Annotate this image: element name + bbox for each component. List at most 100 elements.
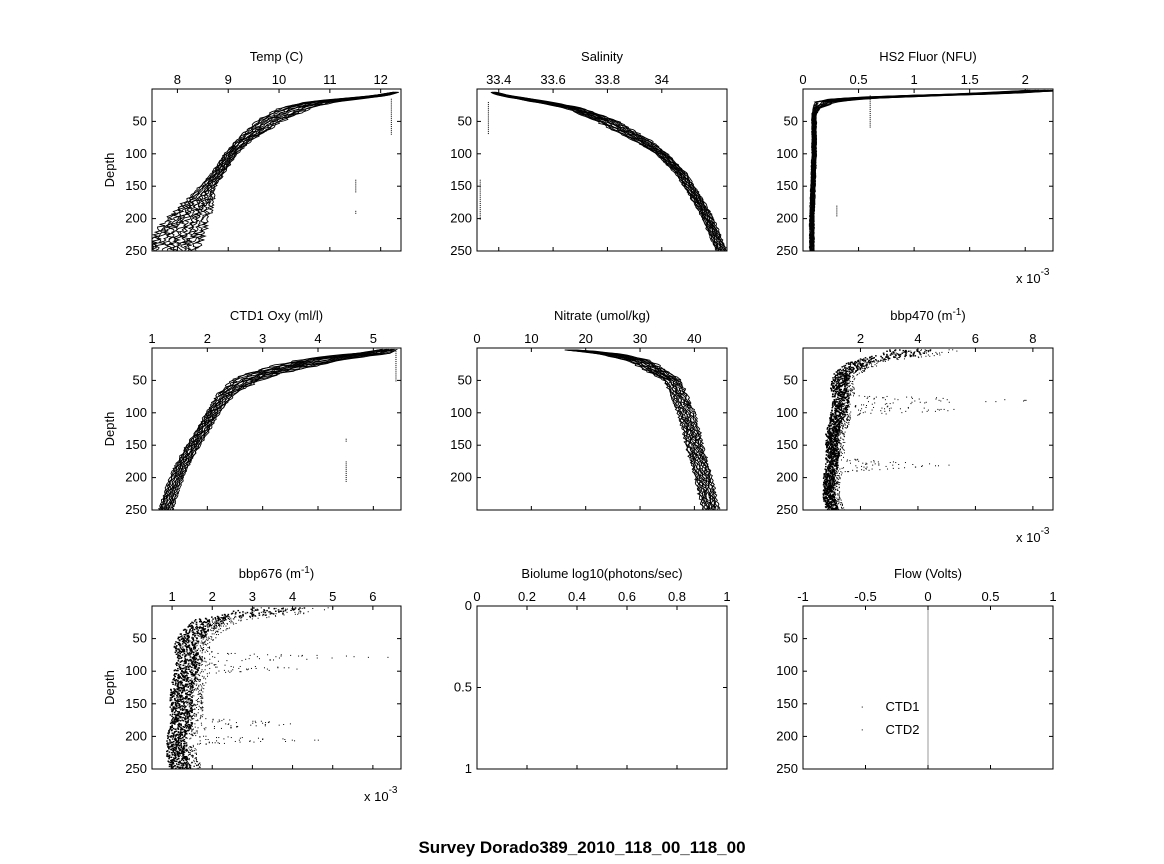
outlier-point-oxy <box>345 476 347 478</box>
backscatter-point-bbp676 <box>193 659 195 661</box>
backscatter-point-bbp676 <box>190 682 193 684</box>
backscatter-point-bbp470 <box>839 468 841 470</box>
backscatter-point-bbp470 <box>836 488 838 490</box>
xtick-label-flow: 0 <box>924 589 931 604</box>
backscatter-point-bbp676 <box>184 678 186 680</box>
backscatter-point-bbp470 <box>840 432 842 434</box>
backscatter-point-bbp676 <box>208 619 210 622</box>
backscatter-point-bbp470 <box>860 360 862 362</box>
backscatter-point-bbp676 <box>205 644 207 646</box>
backscatter-point-bbp470 <box>829 440 832 443</box>
backscatter-point-bbp470 <box>832 456 834 458</box>
backscatter-point-bbp470 <box>851 388 853 390</box>
backscatter-point-bbp470 <box>888 357 891 360</box>
backscatter-point-bbp676 <box>192 695 194 697</box>
backscatter-point-bbp470 <box>827 491 829 493</box>
backscatter-point-bbp676 <box>179 752 182 755</box>
backscatter-point-bbp676 <box>176 766 179 768</box>
backscatter-point-bbp470 <box>832 471 834 473</box>
backscatter-point-bbp676 <box>285 609 287 611</box>
backscatter-point-bbp470 <box>837 456 840 459</box>
backscatter-point-bbp470 <box>859 358 862 360</box>
backscatter-point-bbp470 <box>851 361 853 364</box>
backscatter-point-bbp470 <box>844 413 846 415</box>
outlier-point-oxy <box>345 461 347 463</box>
backscatter-point-bbp470 <box>850 366 852 368</box>
backscatter-point-bbp676 <box>196 730 198 732</box>
backscatter-point-bbp676 <box>191 717 193 719</box>
backscatter-point-bbp676 <box>177 637 179 640</box>
backscatter-point-bbp676 <box>181 681 183 684</box>
backscatter-point-bbp470 <box>849 375 851 377</box>
backscatter-point-bbp676 <box>172 692 175 695</box>
backscatter-point-bbp676 <box>195 621 198 624</box>
backscatter-point-bbp676 <box>211 650 213 652</box>
backscatter-point-bbp470 <box>837 445 839 447</box>
backscatter-point-bbp676 <box>254 720 256 722</box>
backscatter-point-bbp676 <box>191 685 194 687</box>
outlier-point-salinity <box>479 210 481 212</box>
backscatter-point-bbp676 <box>204 625 206 627</box>
backscatter-point-bbp676 <box>242 615 244 617</box>
backscatter-point-bbp676 <box>194 676 197 678</box>
backscatter-point-bbp676 <box>197 658 199 661</box>
backscatter-point-bbp676 <box>181 731 183 733</box>
backscatter-point-bbp470 <box>841 467 843 469</box>
backscatter-point-bbp676 <box>194 667 197 670</box>
backscatter-point-bbp470 <box>834 401 837 404</box>
backscatter-point-bbp470 <box>870 360 872 363</box>
backscatter-point-bbp676 <box>177 744 180 746</box>
xtick-label-flow: -0.5 <box>854 589 876 604</box>
backscatter-point-bbp470 <box>843 416 845 418</box>
backscatter-point-bbp470 <box>845 408 848 410</box>
backscatter-point-bbp470 <box>843 394 845 396</box>
backscatter-point-bbp676 <box>223 619 225 621</box>
backscatter-point-bbp470 <box>848 371 850 373</box>
backscatter-point-bbp470 <box>835 482 837 484</box>
backscatter-point-bbp470 <box>828 443 830 445</box>
backscatter-point-bbp676 <box>200 659 202 661</box>
backscatter-point-bbp676 <box>179 737 182 740</box>
xtick-label-biolume: 0.4 <box>568 589 586 604</box>
backscatter-point-bbp676 <box>201 656 204 658</box>
backscatter-point-bbp676 <box>177 690 179 692</box>
backscatter-point-bbp676 <box>188 682 190 684</box>
profile-salinity-6 <box>493 91 722 251</box>
backscatter-point-bbp676 <box>193 634 195 636</box>
backscatter-point-bbp470 <box>844 379 847 381</box>
backscatter-point-bbp470 <box>924 349 926 351</box>
backscatter-point-bbp470 <box>847 391 849 393</box>
backscatter-point-bbp470 <box>848 370 850 372</box>
backscatter-point-bbp470 <box>835 416 838 419</box>
backscatter-point-bbp470 <box>947 410 949 412</box>
profile-fluor-7 <box>811 89 1046 251</box>
backscatter-point-bbp470 <box>839 376 841 378</box>
backscatter-point-bbp470 <box>884 410 886 412</box>
backscatter-point-bbp470 <box>833 456 835 458</box>
multiplier-bbp676: x 10-3 <box>364 785 398 804</box>
backscatter-point-bbp676 <box>221 620 223 622</box>
backscatter-point-bbp470 <box>826 475 829 478</box>
backscatter-point-bbp470 <box>830 460 832 462</box>
backscatter-point-bbp470 <box>835 479 837 481</box>
backscatter-point-bbp470 <box>868 360 870 362</box>
backscatter-point-bbp676 <box>208 637 210 639</box>
outlier-point-salinity <box>479 187 481 189</box>
backscatter-point-bbp676 <box>173 646 176 648</box>
backscatter-point-bbp676 <box>183 714 185 716</box>
backscatter-point-bbp470 <box>842 414 844 416</box>
backscatter-point-bbp676 <box>185 709 187 711</box>
outlier-point-oxy <box>395 374 397 376</box>
outlier-point-fluor <box>869 95 871 97</box>
backscatter-point-bbp676 <box>188 757 190 759</box>
backscatter-point-bbp470 <box>831 506 833 508</box>
backscatter-point-bbp470 <box>878 464 880 466</box>
backscatter-point-bbp470 <box>829 462 831 464</box>
backscatter-point-bbp470 <box>841 403 844 406</box>
backscatter-point-bbp676 <box>275 615 277 617</box>
backscatter-point-bbp470 <box>832 486 834 488</box>
backscatter-point-bbp470 <box>864 367 866 369</box>
backscatter-point-bbp676 <box>187 758 189 760</box>
backscatter-point-bbp676 <box>213 628 215 630</box>
backscatter-point-bbp470 <box>834 474 836 476</box>
